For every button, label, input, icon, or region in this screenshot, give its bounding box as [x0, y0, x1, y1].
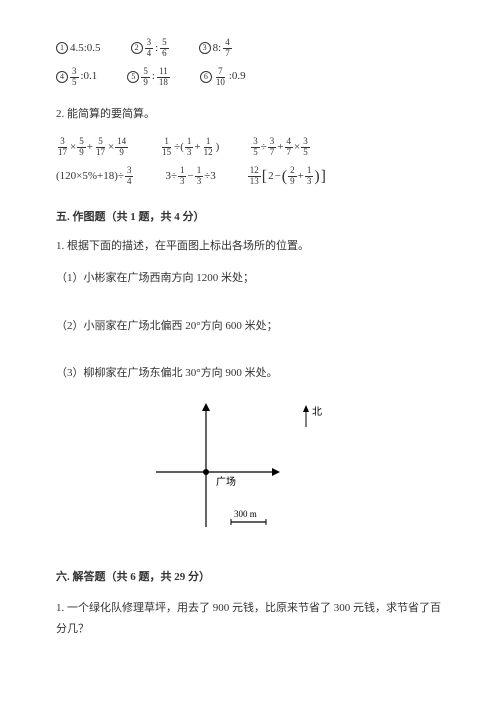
circle-num: 4	[56, 71, 68, 83]
q5-3: （3）柳柳家在广场东偏北 30°方向 900 米处。	[56, 365, 444, 383]
fraction: 1118	[157, 67, 170, 88]
fraction: 34	[145, 38, 154, 59]
fraction: 35	[70, 67, 79, 88]
expr-4: (120×5%+18)÷ 34	[56, 166, 133, 187]
circle-num: 1	[56, 42, 68, 54]
expr-3: 35 ÷ 37 + 47 × 35	[251, 137, 309, 158]
fraction: 56	[160, 38, 169, 59]
fraction: 710	[214, 67, 227, 88]
expr-row-1: 317 × 59 + 517 × 149 115 ÷( 13 + 112 ) 3…	[56, 137, 444, 158]
problem-5: 5 59 : 1118	[127, 67, 170, 88]
problem-3: 3 8: 47	[199, 38, 232, 59]
section-6-title: 六. 解答题（共 6 题，共 29 分）	[56, 569, 444, 587]
subheading-2: 2. 能简算的要简算。	[56, 106, 444, 124]
colon: :	[155, 40, 158, 58]
expression-block: 317 × 59 + 517 × 149 115 ÷( 13 + 112 ) 3…	[56, 137, 444, 187]
problem-1: 1 4.5:0.5	[56, 38, 101, 59]
q5-1: （1）小彬家在广场西南方向 1200 米处；	[56, 270, 444, 288]
scale-label: 300 m	[234, 509, 257, 519]
section-5-intro: 1. 根据下面的描述，在平面图上标出各场所的位置。	[56, 238, 444, 256]
expr-text: 4.5:0.5	[70, 40, 101, 58]
problem-row-2: 4 35 :0.1 5 59 : 1118 6 710 :0.9	[56, 67, 444, 88]
fraction: 47	[223, 38, 232, 59]
circle-num: 6	[200, 71, 212, 83]
expr-2: 115 ÷( 13 + 112 )	[160, 137, 219, 158]
coordinate-diagram: 广场 北 300 m	[146, 397, 346, 547]
expr-text: :0.9	[229, 68, 246, 86]
expr-text: :0.1	[81, 68, 98, 86]
q6-1: 1. 一个绿化队修理草坪，用去了 900 元钱，比原来节省了 300 元钱，求节…	[56, 598, 444, 640]
problem-row-1: 1 4.5:0.5 2 34 : 56 3 8: 47	[56, 38, 444, 59]
colon: :	[152, 68, 155, 86]
expr-6: 1213 [ 2 − ( 29 + 13 ) ]	[248, 166, 326, 187]
circle-num: 2	[131, 42, 143, 54]
expr-1: 317 × 59 + 517 × 149	[56, 137, 128, 158]
q5-2: （2）小丽家在广场北偏西 20°方向 600 米处；	[56, 318, 444, 336]
expr-row-2: (120×5%+18)÷ 34 3÷ 13 − 13 ÷3 1213 [ 2 −…	[56, 166, 444, 187]
expr-text: 8:	[213, 40, 222, 58]
problem-4: 4 35 :0.1	[56, 67, 97, 88]
center-label: 广场	[216, 475, 236, 488]
fraction: 59	[141, 67, 150, 88]
section-5-title: 五. 作图题（共 1 题，共 4 分）	[56, 209, 444, 227]
problem-2: 2 34 : 56	[131, 38, 169, 59]
circle-num: 5	[127, 71, 139, 83]
expr-5: 3÷ 13 − 13 ÷3	[165, 166, 215, 187]
circle-num: 3	[199, 42, 211, 54]
north-label: 北	[312, 406, 322, 418]
problem-6: 6 710 :0.9	[200, 67, 246, 88]
